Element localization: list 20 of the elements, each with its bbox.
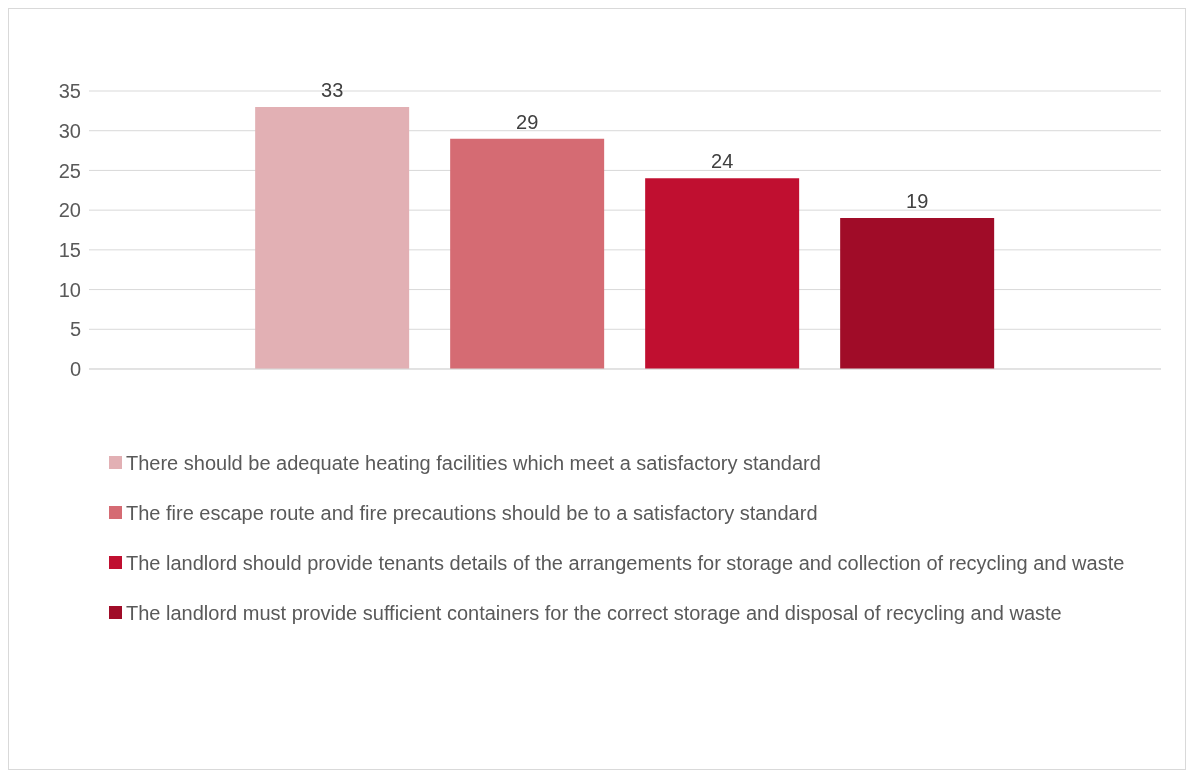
y-tick-label: 5 bbox=[69, 318, 81, 341]
data-label: 24 bbox=[711, 150, 734, 173]
legend-label: There should be adequate heating facilities which meet a satisfactory standard bbox=[126, 451, 821, 476]
y-tick-label: 20 bbox=[58, 199, 81, 222]
bar bbox=[840, 218, 995, 369]
data-label: 33 bbox=[321, 78, 344, 101]
legend-label: The landlord should provide tenants details of the arrangements for storage and collection of recycling and waste bbox=[126, 551, 1125, 576]
y-tick-label: 35 bbox=[58, 80, 81, 103]
legend-label: The landlord must provide sufficient containers for the correct storage and disposal of recycling and waste bbox=[126, 601, 1062, 626]
y-tick-label: 25 bbox=[58, 159, 81, 182]
bar bbox=[450, 138, 605, 369]
legend-label: The fire escape route and fire precautions should be to a satisfactory standard bbox=[126, 501, 818, 526]
y-tick-label: 30 bbox=[58, 119, 81, 142]
y-tick-label: 10 bbox=[58, 278, 81, 301]
y-tick-label: 0 bbox=[69, 358, 81, 381]
bar bbox=[645, 178, 800, 369]
bar bbox=[255, 106, 410, 369]
data-label: 19 bbox=[906, 190, 929, 213]
data-label: 29 bbox=[516, 110, 539, 133]
y-tick-label: 15 bbox=[58, 238, 81, 261]
